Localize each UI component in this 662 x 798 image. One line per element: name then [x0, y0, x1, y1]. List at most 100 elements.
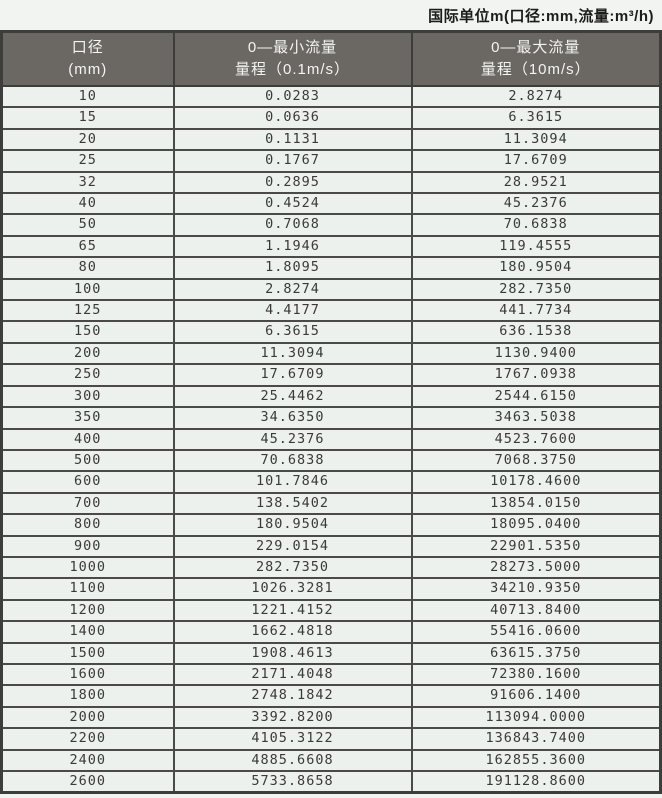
cell-min-flow-range: 1.8095: [172, 256, 413, 280]
table-row: 800 180.9504 18095.0400: [0, 513, 662, 537]
cell-diameter: 2000: [0, 705, 175, 730]
table-row: 700 138.5402 13854.0150: [0, 491, 662, 516]
cell-max-flow-range: 34210.9350: [410, 577, 662, 601]
cell-diameter: 32: [0, 170, 175, 195]
cell-min-flow-range: 11.3094: [172, 341, 413, 366]
cell-diameter: 1800: [0, 684, 175, 708]
table-header: 口径 (mm) 0—最小流量 量程（0.1m/s） 0—最大流量 量程（10m/…: [0, 30, 662, 87]
cell-max-flow-range: 180.9504: [410, 256, 662, 280]
cell-diameter: 1200: [0, 598, 175, 623]
cell-min-flow-range: 0.0636: [172, 106, 413, 130]
cell-diameter: 600: [0, 470, 175, 494]
cell-max-flow-range: 18095.0400: [410, 513, 662, 537]
cell-min-flow-range: 0.4524: [172, 192, 413, 216]
table-row: 25 0.1767 17.6709: [0, 149, 662, 173]
table-row: 2600 5733.8658 191128.8600: [0, 770, 662, 794]
table-row: 80 1.8095 180.9504: [0, 256, 662, 280]
table-row: 125 4.4177 441.7734: [0, 299, 662, 323]
cell-max-flow-range: 45.2376: [410, 192, 662, 216]
cell-max-flow-range: 3463.5038: [410, 406, 662, 430]
cell-max-flow-range: 11.3094: [410, 127, 662, 152]
header-row: 口径 (mm) 0—最小流量 量程（0.1m/s） 0—最大流量 量程（10m/…: [0, 30, 662, 87]
cell-min-flow-range: 4105.3122: [172, 727, 413, 751]
cell-max-flow-range: 91606.1400: [410, 684, 662, 708]
cell-max-flow-range: 28273.5000: [410, 555, 662, 580]
cell-max-flow-range: 22901.5350: [410, 534, 662, 558]
cell-max-flow-range: 636.1538: [410, 320, 662, 344]
cell-diameter: 50: [0, 213, 175, 237]
cell-diameter: 25: [0, 149, 175, 173]
cell-diameter: 80: [0, 256, 175, 280]
table-row: 150 6.3615 636.1538: [0, 320, 662, 344]
table-row: 300 25.4462 2544.6150: [0, 384, 662, 409]
cell-max-flow-range: 4523.7600: [410, 427, 662, 451]
title-bar: 国际单位m(口径:mm,流量:m³/h): [0, 0, 662, 30]
cell-min-flow-range: 0.1131: [172, 127, 413, 152]
cell-diameter: 10: [0, 84, 175, 109]
cell-min-flow-range: 0.2895: [172, 170, 413, 195]
cell-min-flow-range: 282.7350: [172, 555, 413, 580]
cell-min-flow-range: 3392.8200: [172, 705, 413, 730]
table-row: 2200 4105.3122 136843.7400: [0, 727, 662, 751]
table-row: 50 0.7068 70.6838: [0, 213, 662, 237]
cell-max-flow-range: 113094.0000: [410, 705, 662, 730]
cell-min-flow-range: 2.8274: [172, 277, 413, 302]
cell-min-flow-range: 1221.4152: [172, 598, 413, 623]
table-row: 900 229.0154 22901.5350: [0, 534, 662, 558]
table-row: 2000 3392.8200 113094.0000: [0, 705, 662, 730]
cell-diameter: 500: [0, 448, 175, 473]
cell-diameter: 2400: [0, 748, 175, 773]
cell-diameter: 800: [0, 513, 175, 537]
header-diameter-line2: (mm): [68, 61, 108, 78]
header-max-flow-line1: 0—最大流量: [491, 39, 581, 57]
cell-max-flow-range: 1767.0938: [410, 363, 662, 387]
cell-diameter: 300: [0, 384, 175, 409]
table-row: 350 34.6350 3463.5038: [0, 406, 662, 430]
cell-min-flow-range: 1.1946: [172, 234, 413, 259]
cell-diameter: 15: [0, 106, 175, 130]
cell-min-flow-range: 1908.4613: [172, 641, 413, 665]
cell-max-flow-range: 70.6838: [410, 213, 662, 237]
cell-diameter: 100: [0, 277, 175, 302]
header-diameter-line1: 口径: [71, 39, 104, 57]
cell-diameter: 400: [0, 427, 175, 451]
cell-min-flow-range: 0.0283: [172, 84, 413, 109]
table-row: 600 101.7846 10178.4600: [0, 470, 662, 494]
table-row: 1100 1026.3281 34210.9350: [0, 577, 662, 601]
table-row: 40 0.4524 45.2376: [0, 192, 662, 216]
cell-max-flow-range: 72380.1600: [410, 662, 662, 687]
cell-max-flow-range: 40713.8400: [410, 598, 662, 623]
cell-min-flow-range: 4.4177: [172, 299, 413, 323]
cell-min-flow-range: 2748.1842: [172, 684, 413, 708]
cell-min-flow-range: 70.6838: [172, 448, 413, 473]
cell-max-flow-range: 119.4555: [410, 234, 662, 259]
cell-diameter: 1400: [0, 620, 175, 644]
cell-min-flow-range: 4885.6608: [172, 748, 413, 773]
table-row: 250 17.6709 1767.0938: [0, 363, 662, 387]
cell-max-flow-range: 191128.8600: [410, 770, 662, 794]
cell-max-flow-range: 282.7350: [410, 277, 662, 302]
cell-min-flow-range: 34.6350: [172, 406, 413, 430]
table-row: 2400 4885.6608 162855.3600: [0, 748, 662, 773]
table-row: 500 70.6838 7068.3750: [0, 448, 662, 473]
cell-max-flow-range: 136843.7400: [410, 727, 662, 751]
cell-max-flow-range: 13854.0150: [410, 491, 662, 516]
table-row: 32 0.2895 28.9521: [0, 170, 662, 195]
cell-min-flow-range: 180.9504: [172, 513, 413, 537]
table-row: 1000 282.7350 28273.5000: [0, 555, 662, 580]
cell-diameter: 65: [0, 234, 175, 259]
cell-diameter: 350: [0, 406, 175, 430]
table-row: 1500 1908.4613 63615.3750: [0, 641, 662, 665]
cell-max-flow-range: 6.3615: [410, 106, 662, 130]
cell-min-flow-range: 1662.4818: [172, 620, 413, 644]
cell-min-flow-range: 229.0154: [172, 534, 413, 558]
cell-min-flow-range: 1026.3281: [172, 577, 413, 601]
table-row: 10 0.0283 2.8274: [0, 84, 662, 109]
header-diameter: 口径 (mm): [0, 30, 175, 87]
table-row: 20 0.1131 11.3094: [0, 127, 662, 152]
cell-max-flow-range: 2.8274: [410, 84, 662, 109]
cell-diameter: 700: [0, 491, 175, 516]
cell-diameter: 900: [0, 534, 175, 558]
cell-max-flow-range: 441.7734: [410, 299, 662, 323]
